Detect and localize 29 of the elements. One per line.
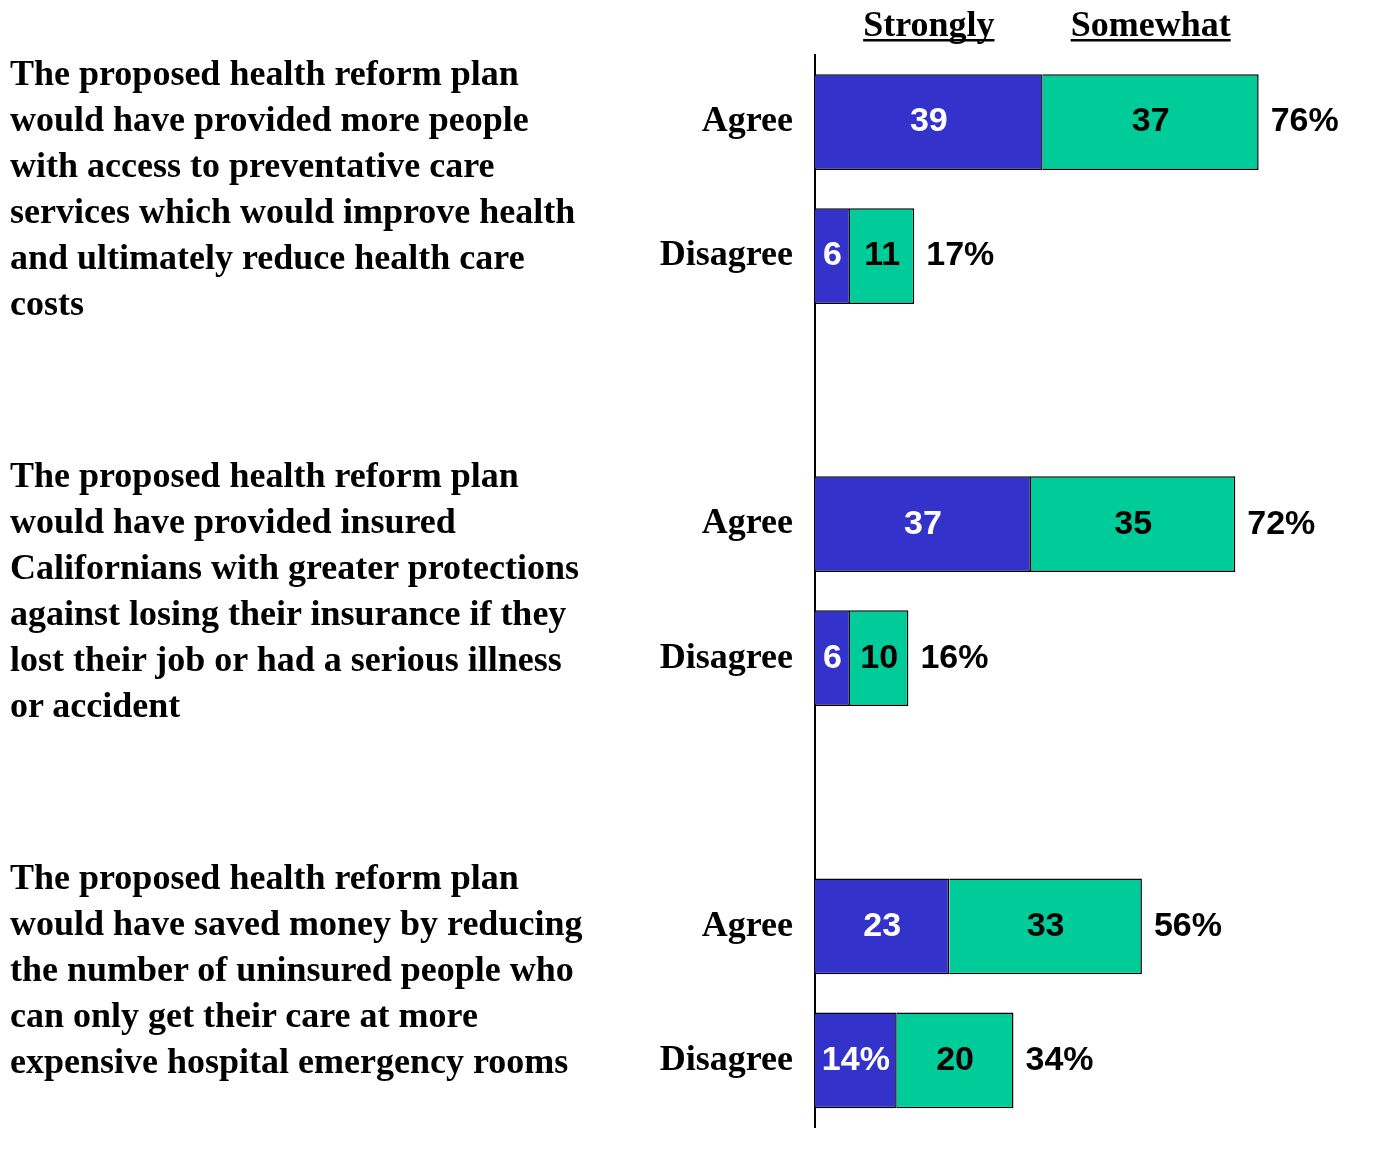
data-label: 6	[823, 636, 842, 675]
data-label: 6	[823, 234, 842, 273]
data-label: 39	[909, 100, 948, 139]
data-label: 11	[864, 234, 901, 273]
total-label: 72%	[1247, 502, 1316, 541]
total-label: 17%	[926, 234, 995, 273]
data-label: 33	[1026, 904, 1065, 943]
series-label: Somewhat	[1070, 4, 1231, 44]
text: The proposed health reform plan would have saved money by reducing the number of uninsured people who can only get their care at more expensive hospital emergency rooms	[10, 856, 584, 1084]
total-label: 56%	[1153, 904, 1222, 943]
total-label: 34%	[1025, 1038, 1094, 1077]
y-tick-label: Agree	[701, 903, 794, 944]
y-tick-label: Disagree	[659, 1037, 794, 1078]
series-label: Strongly	[863, 4, 995, 44]
data-label: 23	[863, 904, 902, 943]
text: The proposed health reform plan would have provided insured Californians with greater protections against losing their insurance if they lost their job or had a serious illness or accident	[10, 454, 580, 728]
data-label: 10	[860, 636, 899, 675]
y-tick-label: Disagree	[659, 233, 794, 274]
data-label: 20	[936, 1038, 975, 1077]
data-label: 37	[1131, 100, 1170, 139]
y-tick-label: Disagree	[659, 635, 794, 676]
total-label: 76%	[1270, 100, 1339, 139]
total-label: 16%	[920, 636, 989, 675]
data-label: 14%	[821, 1038, 890, 1077]
text: The proposed health reform plan would have provided more people with access to preventative care services which would improve health and ultimately reduce health care costs	[10, 52, 577, 325]
y-tick-label: Agree	[701, 99, 794, 140]
y-tick-label: Agree	[701, 501, 794, 542]
data-label: 35	[1114, 502, 1153, 541]
data-label: 37	[904, 502, 942, 541]
